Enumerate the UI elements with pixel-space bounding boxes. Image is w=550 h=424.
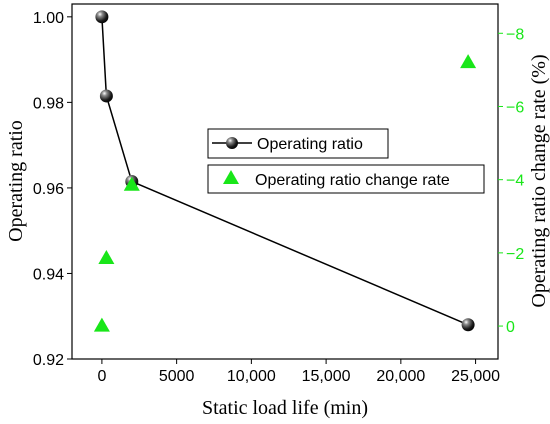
y2-tick-label: 0	[506, 319, 515, 336]
legend-box-change-rate	[207, 164, 485, 194]
x-tick-label: 0	[97, 368, 106, 385]
x-axis-ticks: 0 5000 10,000 15,000 20,000 25,000	[97, 359, 500, 385]
change-rate-point	[123, 176, 140, 191]
y-tick-label: 1.00	[33, 10, 64, 27]
y-tick-label: 0.96	[33, 181, 64, 198]
x-axis-label: Static load life (min)	[202, 397, 368, 419]
y2-tick-label: −2	[506, 246, 524, 263]
plot-frame	[71, 3, 499, 360]
y-tick-label: 0.94	[33, 266, 64, 283]
y-tick-label: 0.92	[33, 352, 64, 369]
operating-ratio-point	[95, 10, 109, 24]
y2-tick-label: −4	[506, 173, 524, 190]
y2-tick-label: −8	[506, 26, 524, 43]
y2-axis-ticks: 0 −2 −4 −6 −8	[498, 26, 524, 336]
legend-label-change-rate: Operating ratio change rate	[255, 172, 450, 189]
change-rate-point	[460, 54, 477, 69]
legend-marker-change-rate	[223, 170, 239, 184]
x-tick-label: 25,000	[451, 368, 500, 385]
operating-ratio-point	[99, 89, 113, 103]
series-layer	[93, 10, 477, 332]
change-rate-point	[93, 317, 110, 332]
x-tick-label: 10,000	[227, 368, 276, 385]
y-tick-label: 0.98	[33, 95, 64, 112]
y2-axis-label: Operating ratio change rate (%)	[528, 54, 550, 307]
operating-ratio-line	[101, 16, 469, 326]
operating-ratio-point	[461, 318, 475, 332]
legend: Operating ratio Operating ratio change r…	[207, 128, 485, 194]
x-tick-label: 20,000	[376, 368, 425, 385]
y-axis-label: Operating ratio	[5, 120, 27, 242]
y-axis-ticks: 0.92 0.94 0.96 0.98 1.00	[33, 10, 72, 369]
legend-label-ratio: Operating ratio	[257, 136, 363, 153]
change-rate-point	[98, 249, 115, 264]
x-tick-label: 5000	[159, 368, 195, 385]
legend-marker-ratio	[226, 137, 238, 149]
x-tick-label: 15,000	[302, 368, 351, 385]
y2-tick-label: −6	[506, 99, 524, 116]
